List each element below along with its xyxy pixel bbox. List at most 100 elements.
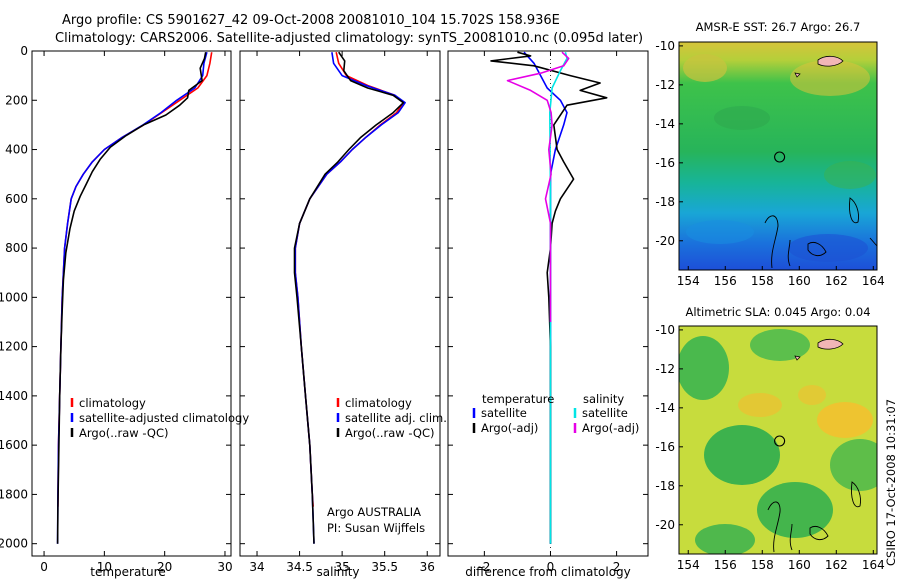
argo-float-location-marker: [774, 435, 786, 447]
x-tick-label: 30: [217, 560, 232, 574]
temperature-profile-panel: 0 10 20 30 0 200 400 600 800 1000 1200 1400 1600 1800…: [0, 44, 249, 579]
x-tick-label: 34: [249, 560, 264, 574]
x-tick-label: 36: [420, 560, 435, 574]
figure-title-line1: Argo profile: CS 5901627_42 09-Oct-2008 …: [62, 13, 560, 28]
difference-x-label: difference from climatology: [465, 565, 631, 579]
lon-tick-label: 154: [677, 274, 700, 288]
sst-map-frame: [678, 41, 878, 271]
sla-heatmap: [679, 326, 877, 554]
temperature-series-lines: [56, 51, 213, 544]
x-tick-label: 0: [547, 560, 555, 574]
y-tick-label: 1200: [0, 340, 28, 354]
legend-label-temp-argo: Argo(-adj): [481, 421, 538, 435]
difference-profile-panel: -2 0 2 difference from climatology tempera…: [447, 50, 649, 579]
y-tick-label: 1000: [0, 290, 28, 304]
x-tick-label: -2: [478, 560, 490, 574]
lat-tick-label: -14: [655, 401, 675, 415]
series-line-temperature-satellite: [523, 51, 568, 544]
sla-map-ticks: 154 156 158 160 162 164 -10 -12 -14 -16 -18 -20: [655, 323, 884, 572]
salinity-axis-ticks: 34 34.5 35 35.5 36: [240, 50, 440, 574]
lat-tick-label: -20: [655, 518, 675, 532]
legend-label-satellite-adj: satellite adj. clim.: [345, 411, 447, 425]
y-tick-label: 200: [5, 93, 28, 107]
y-tick-label: 600: [5, 192, 28, 206]
legend-label-argo: Argo(..raw -QC): [79, 426, 169, 440]
legend-label-climatology: climatology: [345, 396, 412, 410]
legend-label-satellite-adjusted: satellite-adjusted climatology: [79, 411, 249, 425]
legend-label-sal-satellite: satellite: [582, 406, 628, 420]
lat-tick-label: -10: [655, 39, 675, 53]
salinity-x-label: salinity: [316, 565, 359, 579]
temperature-legend: climatology satellite-adjusted climatolo…: [70, 396, 249, 440]
temperature-axis-ticks: 0 10 20 30 0 200 400 600 800 1000 1200 1400 1600 1800…: [0, 44, 233, 574]
difference-legend: temperature satellite Argo(-adj) salinit…: [472, 392, 639, 435]
x-tick-label: 34.5: [286, 560, 313, 574]
series-line-argo-raw-qc: [293, 51, 405, 544]
lon-tick-label: 156: [714, 274, 737, 288]
legend-label-argo: Argo(..raw -QC): [345, 426, 435, 440]
lat-tick-label: -16: [655, 156, 675, 170]
lon-tick-label: 162: [825, 558, 848, 572]
y-tick-label: 800: [5, 241, 28, 255]
y-tick-label: 2000: [0, 537, 28, 551]
salinity-axes-frame: [239, 50, 441, 557]
salinity-series-lines: [293, 51, 406, 544]
sst-map-ticks: 154 156 158 160 162 164 -10 -12 -14 -16 -18 -20: [655, 39, 884, 288]
argo-float-location-marker: [774, 151, 786, 163]
legend-label-sal-argo: Argo(-adj): [582, 421, 639, 435]
y-tick-label: 1800: [0, 487, 28, 501]
series-line-salinity-argo-adj: [506, 51, 570, 322]
principal-investigator-label: PI: Susan Wijffels: [327, 521, 425, 535]
lon-tick-label: 156: [714, 558, 737, 572]
legend-title-salinity: salinity: [583, 392, 624, 406]
difference-series-lines: [490, 51, 608, 544]
lon-tick-label: 160: [788, 558, 811, 572]
csiro-timestamp: CSIRO 17-Oct-2008 10:31:07: [884, 399, 898, 566]
lon-tick-label: 164: [862, 558, 885, 572]
salinity-profile-panel: 34 34.5 35 35.5 36 salinity climatology sate…: [239, 50, 447, 579]
x-tick-label: 0: [40, 560, 48, 574]
y-tick-label: 1600: [0, 438, 28, 452]
series-line-argo-raw-qc: [56, 52, 207, 544]
lon-tick-label: 162: [825, 274, 848, 288]
x-tick-label: 2: [613, 560, 621, 574]
difference-axis-ticks: -2 0 2: [448, 50, 648, 574]
legend-label-climatology: climatology: [79, 396, 146, 410]
sst-map-panel: AMSR-E SST: 26.7 Argo: 26.7 154 156 158 160…: [655, 20, 884, 288]
sla-map-frame: [678, 325, 878, 555]
series-line-temperature-argo-adj: [490, 51, 608, 544]
sst-heatmap: [679, 42, 877, 270]
figure-title-line2: Climatology: CARS2006. Satellite-adjuste…: [55, 31, 643, 46]
lat-tick-label: -12: [655, 362, 675, 376]
lon-tick-label: 158: [751, 274, 774, 288]
sst-map-title: AMSR-E SST: 26.7 Argo: 26.7: [696, 20, 861, 34]
lon-tick-label: 158: [751, 558, 774, 572]
temperature-x-label: temperature: [90, 565, 165, 579]
lat-tick-label: -16: [655, 440, 675, 454]
lon-tick-label: 154: [677, 558, 700, 572]
sla-map-title: Altimetric SLA: 0.045 Argo: 0.04: [685, 305, 870, 319]
x-tick-label: 20: [157, 560, 172, 574]
x-tick-label: 35: [334, 560, 349, 574]
lat-tick-label: -10: [655, 323, 675, 337]
difference-axes-frame: [447, 50, 649, 557]
x-tick-label: 10: [97, 560, 112, 574]
lat-tick-label: -18: [655, 479, 675, 493]
lat-tick-label: -14: [655, 117, 675, 131]
x-tick-label: 35.5: [371, 560, 398, 574]
temperature-axes-frame: [31, 50, 232, 557]
legend-title-temperature: temperature: [482, 392, 554, 406]
lon-tick-label: 160: [788, 274, 811, 288]
y-tick-label: 400: [5, 143, 28, 157]
argo-program-label: Argo AUSTRALIA: [327, 505, 421, 519]
lat-tick-label: -12: [655, 78, 675, 92]
series-line-satellite-adjusted-climatology: [56, 51, 208, 544]
lat-tick-label: -20: [655, 234, 675, 248]
salinity-legend: climatology satellite adj. clim. Argo(..…: [336, 396, 447, 440]
y-tick-label: 1400: [0, 389, 28, 403]
lon-tick-label: 164: [862, 274, 885, 288]
sla-map-panel: Altimetric SLA: 0.045 Argo: 0.04 154 156 1…: [655, 305, 884, 572]
legend-label-temp-satellite: satellite: [481, 406, 527, 420]
lat-tick-label: -18: [655, 195, 675, 209]
